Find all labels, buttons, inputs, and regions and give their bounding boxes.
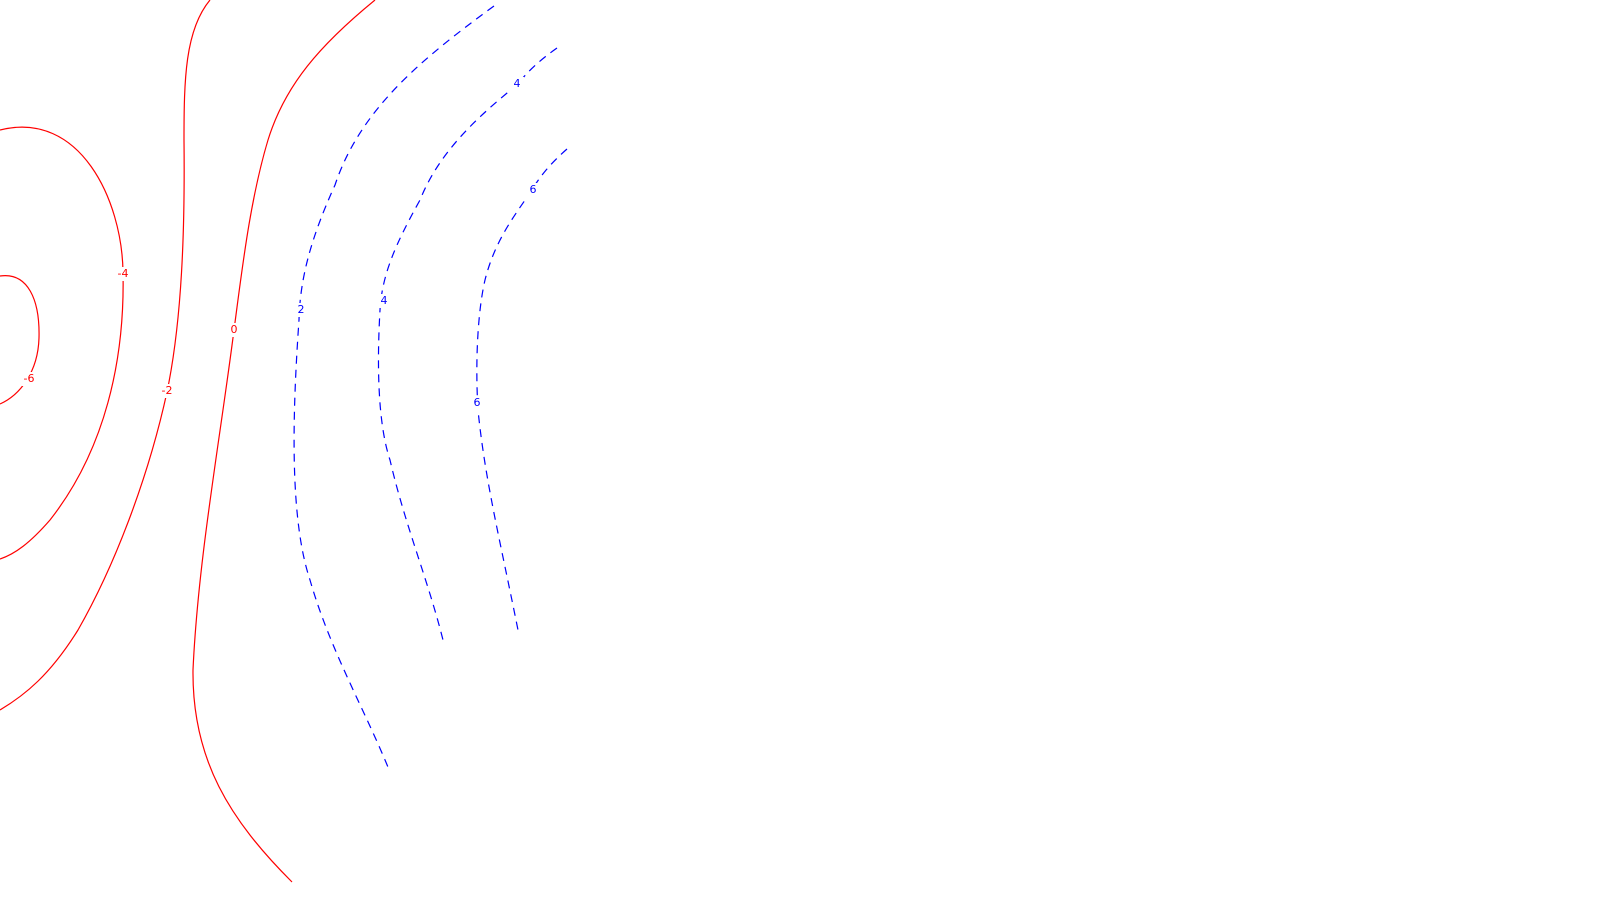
contour-label-0: -6 xyxy=(24,372,35,385)
contour-label-bg-5 xyxy=(510,77,524,91)
contour-label-bg-8 xyxy=(470,396,484,410)
contour-labels: -6 -4 -2 0 2 4 4 6 6 xyxy=(22,77,540,410)
contour-line-neg6-0 xyxy=(0,275,40,405)
contour-lines xyxy=(0,0,568,883)
contour-label-1: -4 xyxy=(118,267,129,280)
contour-label-bg-6 xyxy=(377,294,391,308)
contour-label-bg-7 xyxy=(526,183,540,197)
contour-label-8: 6 xyxy=(474,396,481,409)
contour-label-5: 4 xyxy=(514,77,521,90)
contour-label-3: 0 xyxy=(231,323,238,336)
contour-label-6: 4 xyxy=(381,294,388,307)
contour-label-bg-3 xyxy=(227,323,241,337)
contour-label-7: 6 xyxy=(530,183,537,196)
contour-label-bg-4 xyxy=(294,303,308,317)
contour-line-6-8 xyxy=(476,189,533,631)
contour-line-0-3 xyxy=(192,0,376,883)
contour-label-bg-0 xyxy=(22,372,36,386)
contour-line-2-4 xyxy=(293,5,495,773)
contour-label-bg-1 xyxy=(116,267,130,281)
contour-label-4: 2 xyxy=(298,303,305,316)
contour-label-2: -2 xyxy=(162,384,173,397)
contour-label-bg-2 xyxy=(160,384,174,398)
contour-line-neg4-1 xyxy=(0,126,124,560)
contour-line-neg2-2 xyxy=(0,0,211,711)
contour-line-4-6 xyxy=(377,83,519,641)
